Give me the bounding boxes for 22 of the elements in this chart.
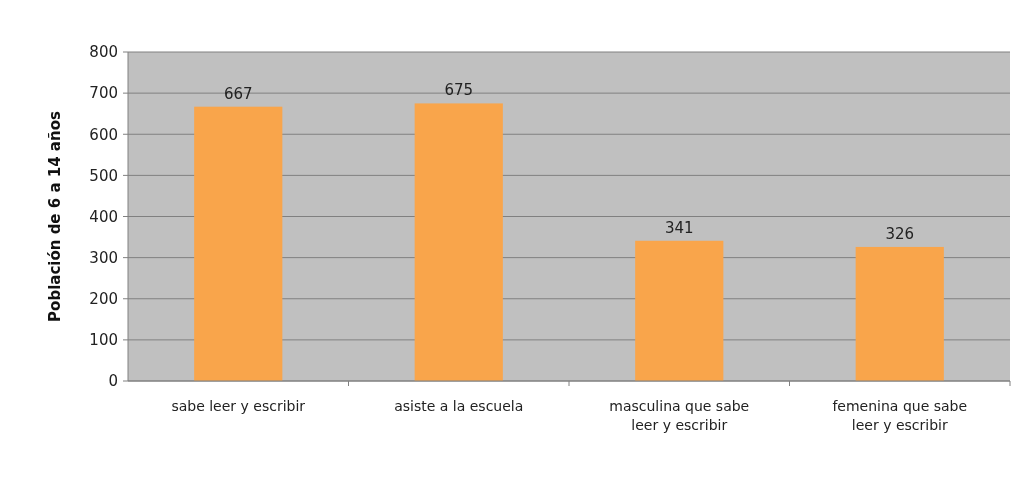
y-tick-label: 600 bbox=[89, 125, 118, 144]
y-axis-title: Población de 6 a 14 años bbox=[46, 111, 64, 322]
data-label: 341 bbox=[664, 218, 694, 237]
y-tick-label: 200 bbox=[89, 290, 118, 308]
y-tick-label: 700 bbox=[89, 84, 118, 103]
x-tick-label: masculina que sabe leer y escribir bbox=[609, 398, 750, 433]
y-tick-label: 300 bbox=[89, 248, 118, 267]
bar bbox=[414, 103, 503, 381]
x-tick-label: femenina que sabe leer y escribir bbox=[832, 398, 968, 433]
bar bbox=[635, 240, 724, 381]
y-tick-label: 100 bbox=[89, 331, 118, 350]
y-tick-label: 0 bbox=[108, 372, 118, 391]
bar bbox=[855, 246, 944, 381]
x-tick-label: asiste a la escuela bbox=[394, 398, 524, 414]
x-tick-label: sabe leer y escribir bbox=[171, 398, 306, 414]
y-tick-label: 800 bbox=[89, 43, 118, 62]
data-label: 667 bbox=[223, 84, 253, 103]
data-label: 675 bbox=[444, 81, 474, 100]
y-tick-label: 500 bbox=[89, 166, 118, 185]
y-tick-label: 400 bbox=[89, 207, 118, 226]
data-label: 326 bbox=[885, 224, 915, 243]
bar bbox=[194, 106, 283, 381]
